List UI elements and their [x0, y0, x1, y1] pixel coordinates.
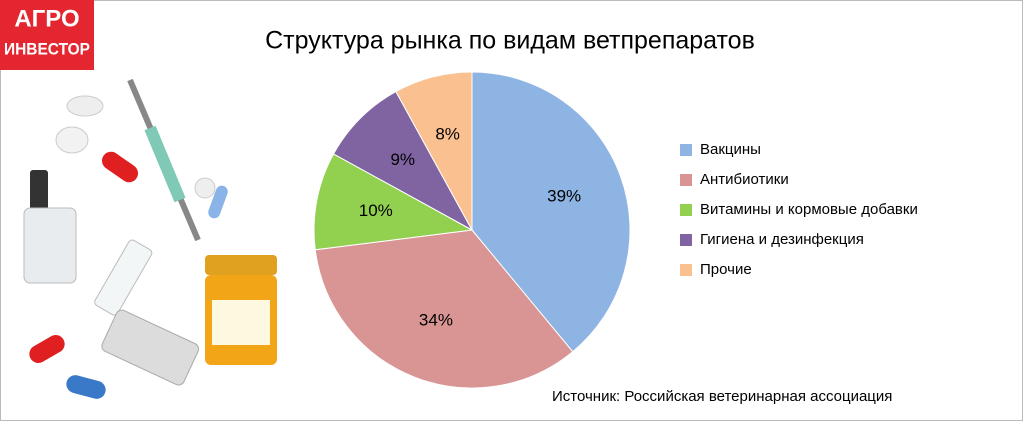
logo-line: АГРО — [14, 5, 79, 32]
legend-label: Антибиотики — [700, 171, 789, 188]
pie-slice — [395, 71, 473, 231]
legend-swatch — [680, 234, 692, 246]
chart-title: Структура рынка по видам ветпрепаратов — [265, 27, 755, 55]
legend-label: Гигиена и дезинфекция — [700, 231, 864, 248]
legend-swatch — [680, 144, 692, 156]
data-label: 10% — [359, 201, 393, 220]
source-note: Источник: Российская ветеринарная ассоци… — [552, 388, 892, 405]
data-label: 8% — [435, 125, 460, 144]
pie-slice — [332, 90, 474, 232]
logo-line: ИНВЕСТОР — [4, 39, 90, 58]
pie-slice — [471, 71, 631, 353]
legend-swatch — [680, 264, 692, 276]
pie-slice — [313, 153, 474, 251]
decoration — [23, 78, 277, 399]
pie-slice — [314, 229, 574, 389]
data-label: 34% — [419, 311, 453, 330]
legend-swatch — [680, 204, 692, 216]
data-label: 39% — [547, 186, 581, 205]
data-label: 9% — [390, 150, 415, 169]
logo-box — [0, 0, 94, 70]
legend-label: Вакцины — [700, 141, 761, 158]
legend-swatch — [680, 174, 692, 186]
legend-label: Прочие — [700, 261, 752, 278]
legend-label: Витамины и кормовые добавки — [700, 201, 918, 218]
